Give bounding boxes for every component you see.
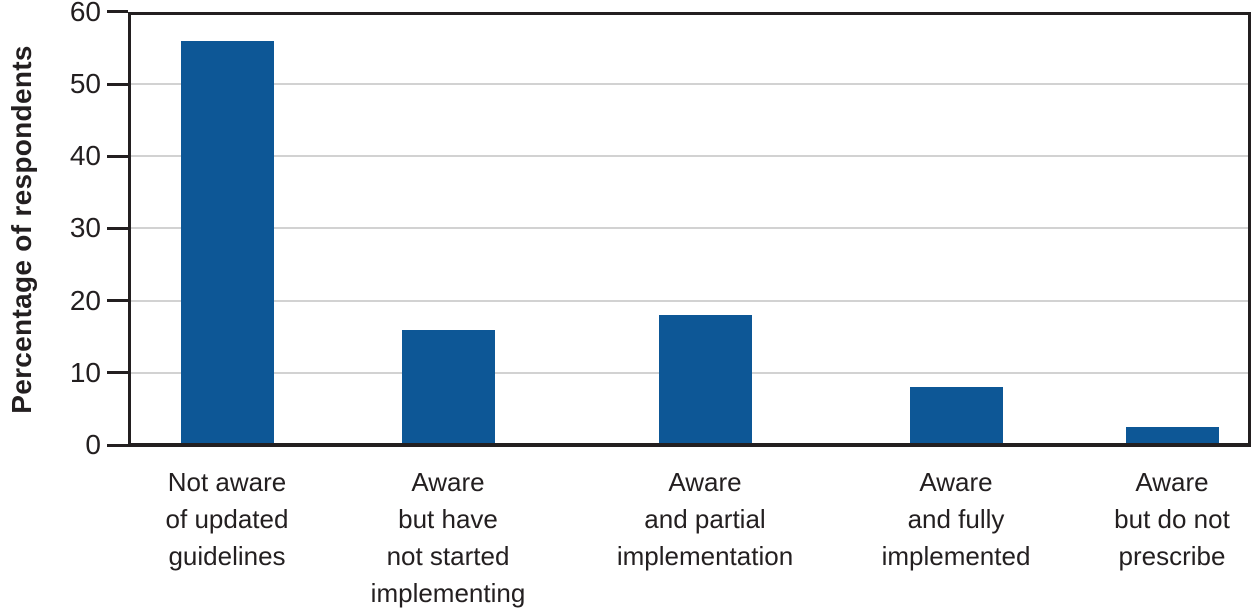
gridline-40	[131, 155, 1248, 157]
y-tick-label-50: 50	[69, 68, 101, 99]
y-tick-label-0: 0	[85, 429, 101, 460]
bar-2	[402, 330, 495, 443]
y-tick-mark-40	[107, 155, 128, 158]
y-tick-mark-0	[107, 444, 128, 447]
y-tick-label-30: 30	[69, 212, 101, 243]
category-label-4: Aware and fully implemented	[881, 467, 1031, 571]
y-tick-label-20: 20	[69, 285, 101, 316]
bar-5	[1126, 427, 1219, 443]
bar-3	[659, 315, 752, 443]
category-label-5: Aware but do not prescribe	[1114, 467, 1230, 571]
y-tick-mark-60	[107, 10, 128, 13]
category-label-1: Not aware of updated guidelines	[165, 467, 289, 571]
gridline-30	[131, 227, 1248, 229]
y-tick-mark-10	[107, 371, 128, 374]
bar-1	[181, 41, 274, 443]
y-tick-label-60: 60	[69, 0, 101, 27]
y-tick-mark-30	[107, 227, 128, 230]
bar-4	[910, 387, 1003, 443]
category-label-3: Aware and partial implementation	[616, 467, 794, 571]
y-tick-label-40: 40	[69, 140, 101, 171]
y-tick-mark-50	[107, 83, 128, 86]
y-tick-mark-20	[107, 299, 128, 302]
gridline-20	[131, 300, 1248, 302]
y-tick-label-10: 10	[69, 357, 101, 388]
plot-area	[128, 12, 1251, 447]
gridline-50	[131, 83, 1248, 85]
category-label-2: Aware but have not started implementing	[370, 467, 526, 608]
